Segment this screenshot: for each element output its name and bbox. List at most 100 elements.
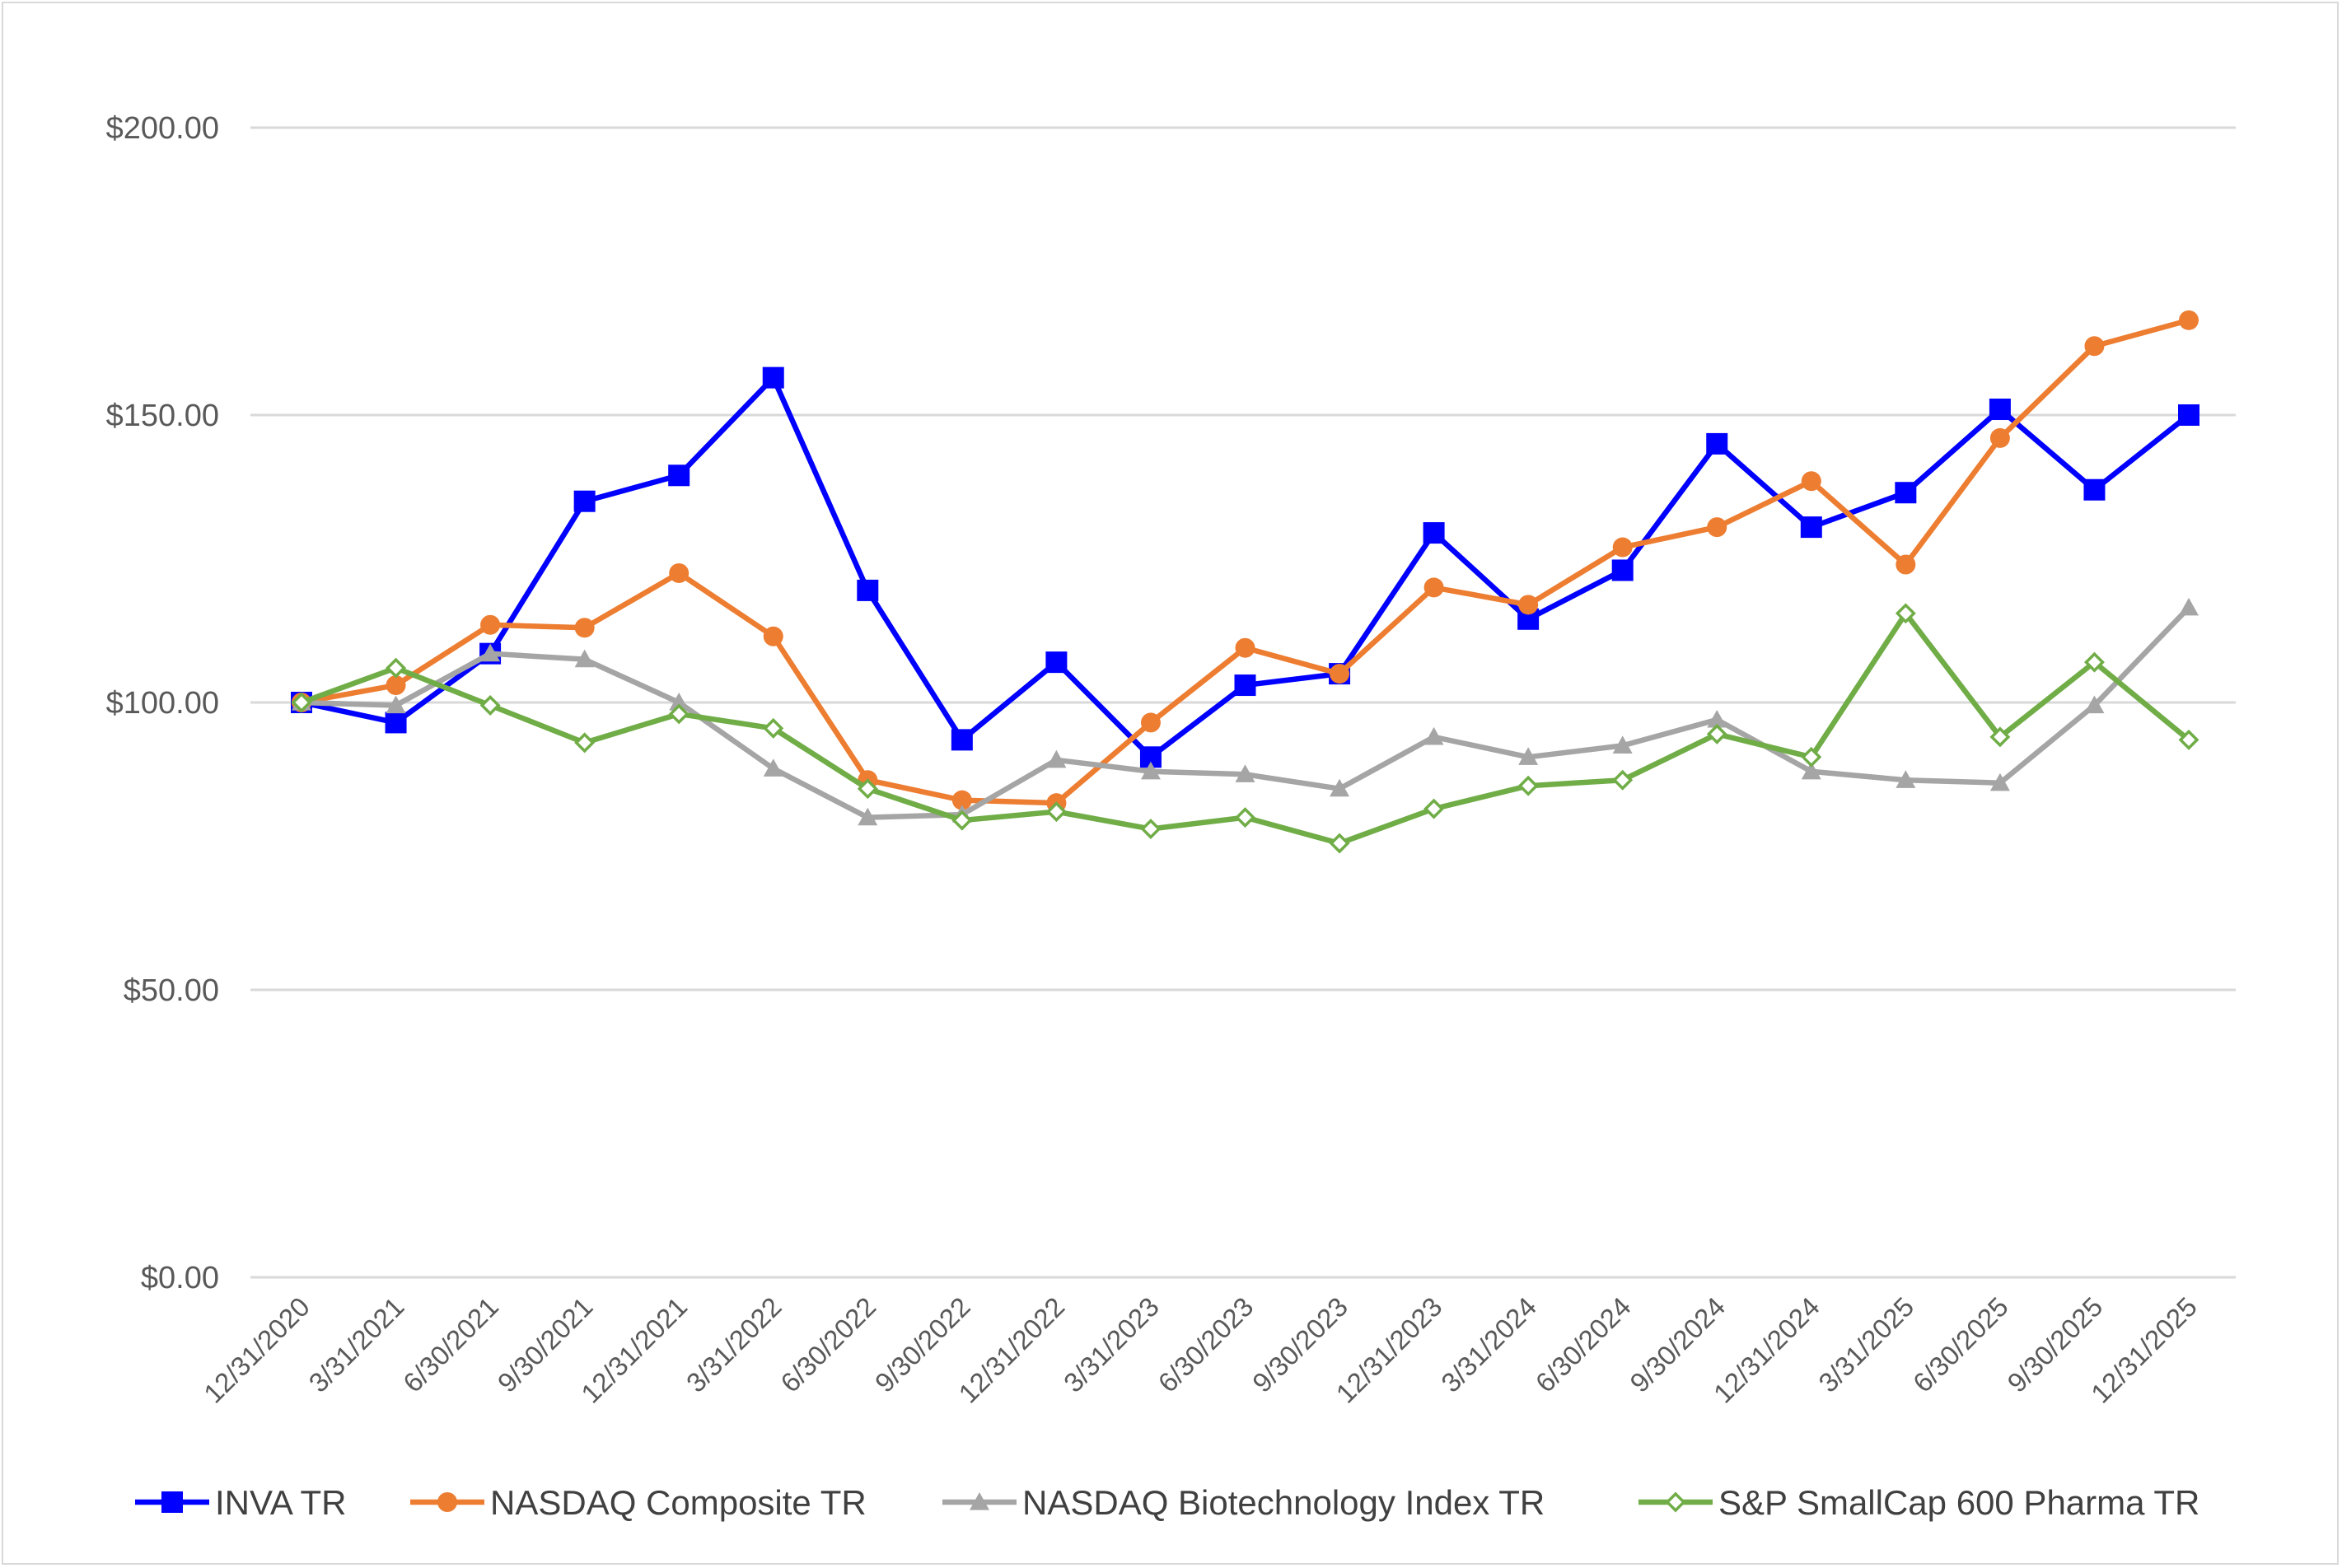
data-point-sandp-smallcap-600-pharma-tr bbox=[857, 778, 878, 800]
data-point-inva-tr bbox=[1895, 482, 1917, 504]
data-point-inva-tr bbox=[1423, 522, 1445, 544]
data-point-nasdaq-composite-tr bbox=[1896, 554, 1916, 575]
data-point-sandp-smallcap-600-pharma-tr bbox=[1329, 833, 1350, 854]
data-point-sandp-smallcap-600-pharma-tr bbox=[951, 810, 973, 831]
data-point-sandp-smallcap-600-pharma-tr bbox=[763, 717, 784, 739]
data-point-nasdaq-composite-tr bbox=[480, 614, 501, 635]
legend-item-sandp-smallcap-600-pharma-tr: S&P SmallCap 600 Pharma TR bbox=[1638, 1483, 2199, 1522]
y-tick-label: $100.00 bbox=[106, 686, 219, 721]
data-point-nasdaq-biotechnology-index-tr bbox=[2084, 695, 2105, 714]
gridlines bbox=[250, 126, 2236, 1279]
legend-label: INVA TR bbox=[215, 1483, 347, 1522]
data-point-nasdaq-biotechnology-index-tr bbox=[1140, 761, 1161, 780]
x-tick-label: 6/30/2021 bbox=[397, 1291, 504, 1398]
data-point-nasdaq-composite-tr bbox=[2179, 310, 2199, 330]
data-point-sandp-smallcap-600-pharma-tr bbox=[668, 703, 690, 725]
data-point-nasdaq-composite-tr bbox=[1707, 517, 1727, 538]
x-tick-label: 3/31/2024 bbox=[1435, 1291, 1542, 1398]
data-point-nasdaq-biotechnology-index-tr bbox=[1612, 735, 1633, 754]
data-point-sandp-smallcap-600-pharma-tr bbox=[574, 732, 596, 754]
y-tick-label: $200.00 bbox=[106, 111, 219, 146]
data-point-inva-tr bbox=[2178, 404, 2199, 426]
y-tick-label: $150.00 bbox=[106, 399, 219, 433]
legend-swatch-marker bbox=[161, 1491, 183, 1513]
data-point-inva-tr bbox=[1611, 559, 1634, 581]
data-point-inva-tr bbox=[1706, 432, 1728, 455]
y-tick-label: $0.00 bbox=[141, 1261, 219, 1295]
data-point-sandp-smallcap-600-pharma-tr bbox=[1801, 746, 1822, 768]
data-point-nasdaq-biotechnology-index-tr bbox=[1707, 709, 1727, 728]
data-point-nasdaq-biotechnology-index-tr bbox=[1235, 764, 1255, 782]
data-point-nasdaq-composite-tr bbox=[1235, 637, 1255, 658]
data-point-nasdaq-composite-tr bbox=[1330, 664, 1350, 684]
data-point-sandp-smallcap-600-pharma-tr bbox=[1706, 723, 1727, 744]
data-point-inva-tr bbox=[762, 366, 784, 389]
data-point-nasdaq-biotechnology-index-tr bbox=[1518, 747, 1539, 765]
data-point-nasdaq-biotechnology-index-tr bbox=[1989, 772, 2010, 791]
data-point-nasdaq-biotechnology-index-tr bbox=[669, 693, 690, 711]
data-point-nasdaq-composite-tr bbox=[763, 626, 783, 646]
data-point-inva-tr bbox=[573, 490, 596, 512]
x-tick-label: 12/31/2020 bbox=[198, 1291, 316, 1409]
data-point-nasdaq-composite-tr bbox=[2084, 336, 2105, 357]
x-tick-label: 3/31/2021 bbox=[303, 1291, 410, 1398]
x-tick-label: 6/30/2024 bbox=[1530, 1291, 1637, 1398]
data-point-sandp-smallcap-600-pharma-tr bbox=[1989, 726, 2011, 748]
legend-label: S&P SmallCap 600 Pharma TR bbox=[1718, 1483, 2199, 1522]
x-tick-label: 3/31/2022 bbox=[680, 1291, 788, 1398]
data-point-nasdaq-biotechnology-index-tr bbox=[1046, 749, 1067, 768]
data-point-nasdaq-biotechnology-index-tr bbox=[1330, 778, 1350, 797]
legend: INVA TR NASDAQ Composite TR NASDAQ Biotech… bbox=[135, 1483, 2199, 1522]
data-point-nasdaq-biotechnology-index-tr bbox=[2179, 597, 2199, 616]
data-point-nasdaq-composite-tr bbox=[1423, 577, 1444, 598]
data-point-inva-tr bbox=[1234, 674, 1256, 697]
data-point-sandp-smallcap-600-pharma-tr bbox=[1517, 775, 1539, 796]
x-tick-label: 6/30/2025 bbox=[1907, 1291, 2014, 1398]
data-point-inva-tr bbox=[857, 579, 879, 601]
data-point-nasdaq-biotechnology-index-tr bbox=[1423, 726, 1444, 745]
data-point-inva-tr bbox=[951, 729, 973, 751]
legend-item-nasdaq-biotechnology-index-tr: NASDAQ Biotechnology Index TR bbox=[942, 1483, 1545, 1522]
data-point-nasdaq-biotechnology-index-tr bbox=[858, 807, 878, 826]
data-point-nasdaq-biotechnology-index-tr bbox=[574, 649, 595, 668]
y-tick-label: $50.00 bbox=[124, 973, 219, 1008]
legend-item-nasdaq-composite-tr: NASDAQ Composite TR bbox=[410, 1483, 867, 1522]
x-tick-label: 3/31/2023 bbox=[1058, 1291, 1165, 1398]
data-point-nasdaq-composite-tr bbox=[1801, 471, 1821, 492]
data-point-nasdaq-biotechnology-index-tr bbox=[763, 758, 783, 777]
data-point-sandp-smallcap-600-pharma-tr bbox=[2083, 651, 2105, 673]
data-point-inva-tr bbox=[1989, 399, 2011, 421]
data-point-nasdaq-biotechnology-index-tr bbox=[386, 695, 406, 714]
data-point-sandp-smallcap-600-pharma-tr bbox=[386, 657, 407, 679]
data-point-sandp-smallcap-600-pharma-tr bbox=[1895, 603, 1916, 624]
legend-swatch-marker bbox=[970, 1492, 989, 1510]
data-point-nasdaq-composite-tr bbox=[669, 562, 690, 583]
legend-item-inva-tr: INVA TR bbox=[135, 1483, 347, 1522]
legend-label: NASDAQ Composite TR bbox=[490, 1483, 867, 1522]
data-point-sandp-smallcap-600-pharma-tr bbox=[479, 695, 501, 716]
data-point-sandp-smallcap-600-pharma-tr bbox=[1140, 819, 1162, 840]
data-point-sandp-smallcap-600-pharma-tr bbox=[1423, 798, 1445, 819]
data-point-inva-tr bbox=[1800, 516, 1822, 539]
data-point-inva-tr bbox=[1045, 651, 1068, 674]
data-point-nasdaq-biotechnology-index-tr bbox=[1896, 770, 1916, 788]
legend-label: NASDAQ Biotechnology Index TR bbox=[1022, 1483, 1545, 1522]
y-axis-tick-labels: $0.00 $50.00 $100.00 $150.00 $200.00 bbox=[106, 111, 219, 1295]
data-point-inva-tr bbox=[668, 464, 690, 487]
line-chart: $0.00 $50.00 $100.00 $150.00 $200.00 12/31/2… bbox=[106, 111, 2236, 1522]
series-lines bbox=[291, 310, 2199, 854]
data-point-nasdaq-composite-tr bbox=[1612, 537, 1633, 558]
data-point-nasdaq-composite-tr bbox=[574, 618, 595, 638]
legend-swatch-marker bbox=[437, 1492, 457, 1512]
legend-swatch-marker bbox=[1665, 1491, 1686, 1513]
x-tick-label: 6/30/2022 bbox=[774, 1291, 881, 1398]
x-tick-label: 6/30/2023 bbox=[1152, 1291, 1259, 1398]
data-point-nasdaq-composite-tr bbox=[1140, 712, 1161, 733]
x-tick-label: 3/31/2025 bbox=[1812, 1291, 1919, 1398]
data-point-sandp-smallcap-600-pharma-tr bbox=[1045, 801, 1067, 823]
data-point-sandp-smallcap-600-pharma-tr bbox=[2178, 729, 2199, 750]
series-nasdaq-composite-tr bbox=[292, 310, 2199, 814]
data-point-inva-tr bbox=[385, 712, 407, 734]
data-point-nasdaq-composite-tr bbox=[1518, 595, 1539, 615]
